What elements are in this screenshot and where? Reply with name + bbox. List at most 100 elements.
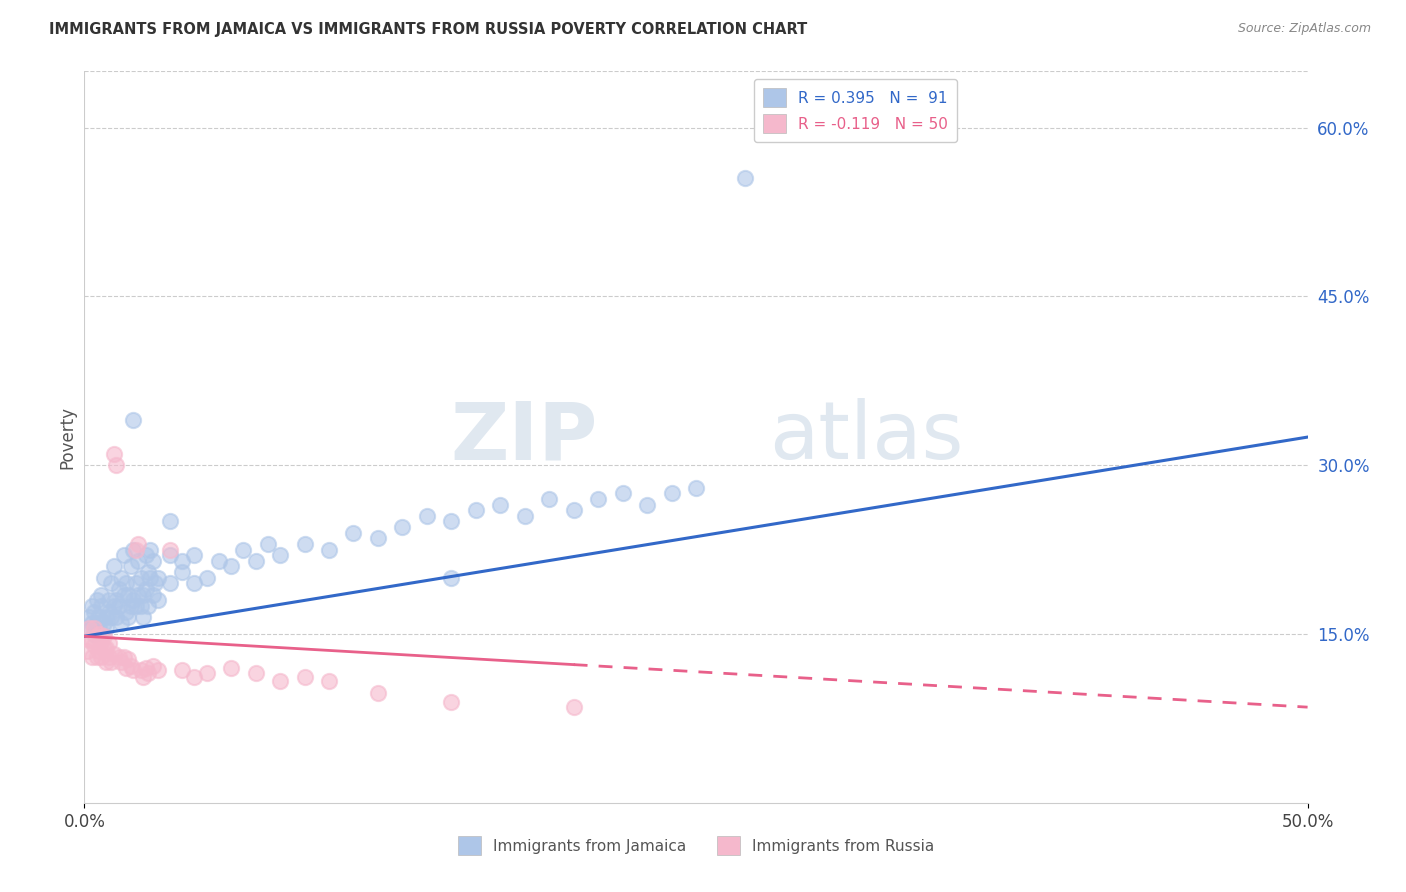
Point xyxy=(142,588,165,602)
Point xyxy=(172,565,194,579)
Point xyxy=(132,610,155,624)
Text: IMMIGRANTS FROM JAMAICA VS IMMIGRANTS FROM RUSSIA POVERTY CORRELATION CHART: IMMIGRANTS FROM JAMAICA VS IMMIGRANTS FR… xyxy=(49,22,807,37)
Point xyxy=(83,605,105,619)
Point xyxy=(93,615,115,630)
Point xyxy=(159,515,181,529)
Point xyxy=(90,599,112,613)
Point xyxy=(97,636,120,650)
Point xyxy=(100,655,122,669)
Point xyxy=(143,576,166,591)
Point xyxy=(269,674,291,689)
Point xyxy=(110,655,132,669)
Point xyxy=(195,571,218,585)
Point xyxy=(103,559,125,574)
Point xyxy=(127,588,149,602)
Point xyxy=(440,571,463,585)
Point xyxy=(367,685,389,699)
Point xyxy=(685,481,707,495)
Point xyxy=(318,542,340,557)
Point xyxy=(142,658,165,673)
Point xyxy=(342,525,364,540)
Point xyxy=(219,559,242,574)
Point xyxy=(136,599,159,613)
Point xyxy=(172,663,194,677)
Point xyxy=(112,588,135,602)
Point xyxy=(122,663,145,677)
Point xyxy=(90,635,112,649)
Point xyxy=(159,576,181,591)
Point xyxy=(122,542,145,557)
Point xyxy=(77,632,100,647)
Point xyxy=(489,498,512,512)
Point xyxy=(183,670,205,684)
Point xyxy=(139,571,162,585)
Point xyxy=(416,508,439,523)
Point xyxy=(513,508,536,523)
Point xyxy=(612,486,634,500)
Point xyxy=(115,576,138,591)
Point xyxy=(367,532,389,546)
Point xyxy=(146,593,169,607)
Point xyxy=(90,588,112,602)
Point xyxy=(146,663,169,677)
Point xyxy=(122,593,145,607)
Point xyxy=(440,694,463,708)
Point xyxy=(391,520,413,534)
Point xyxy=(142,554,165,568)
Legend: Immigrants from Jamaica, Immigrants from Russia: Immigrants from Jamaica, Immigrants from… xyxy=(451,830,941,861)
Point xyxy=(117,652,139,666)
Point xyxy=(115,605,138,619)
Point xyxy=(77,621,100,635)
Text: atlas: atlas xyxy=(769,398,963,476)
Point xyxy=(269,548,291,562)
Point xyxy=(172,554,194,568)
Point xyxy=(87,627,110,641)
Point xyxy=(232,542,254,557)
Point xyxy=(80,632,103,647)
Point xyxy=(86,593,108,607)
Text: ZIP: ZIP xyxy=(451,398,598,476)
Point xyxy=(129,571,152,585)
Point xyxy=(318,674,340,689)
Point xyxy=(80,599,103,613)
Point xyxy=(97,593,120,607)
Point xyxy=(245,666,267,681)
Point xyxy=(132,588,155,602)
Point xyxy=(127,554,149,568)
Point xyxy=(103,647,125,661)
Point xyxy=(107,599,129,613)
Point xyxy=(110,615,132,630)
Point xyxy=(80,649,103,664)
Point xyxy=(90,649,112,664)
Point xyxy=(464,503,486,517)
Point xyxy=(105,458,128,473)
Point xyxy=(96,655,118,669)
Point xyxy=(120,559,142,574)
Point xyxy=(87,621,110,635)
Point xyxy=(135,582,157,596)
Point xyxy=(135,548,157,562)
Point xyxy=(125,542,148,557)
Point xyxy=(100,576,122,591)
Point xyxy=(129,599,152,613)
Point xyxy=(183,576,205,591)
Point xyxy=(120,599,142,613)
Point xyxy=(112,548,135,562)
Point xyxy=(80,615,103,630)
Point xyxy=(294,670,316,684)
Point xyxy=(96,621,118,635)
Point xyxy=(562,700,585,714)
Point xyxy=(538,491,561,506)
Point xyxy=(661,486,683,500)
Point xyxy=(103,447,125,461)
Point xyxy=(107,649,129,664)
Text: Source: ZipAtlas.com: Source: ZipAtlas.com xyxy=(1237,22,1371,36)
Point xyxy=(83,627,105,641)
Point xyxy=(93,629,115,643)
Point xyxy=(440,515,463,529)
Point xyxy=(586,491,609,506)
Point xyxy=(105,593,128,607)
Point xyxy=(117,610,139,624)
Point xyxy=(636,498,658,512)
Point xyxy=(122,413,145,427)
